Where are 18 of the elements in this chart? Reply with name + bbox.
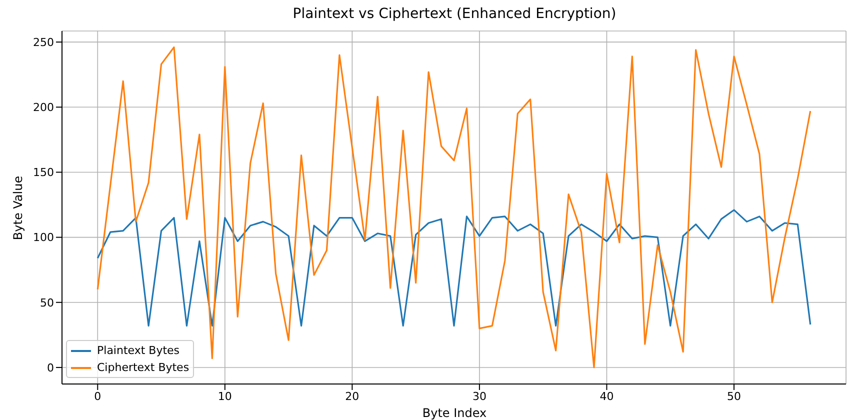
- legend-label: Plaintext Bytes: [97, 343, 180, 359]
- y-tick-label: 100: [33, 231, 54, 244]
- y-tick-label: 150: [33, 166, 54, 180]
- y-tick-label: 0: [47, 361, 54, 374]
- legend-label: Ciphertext Bytes: [97, 360, 190, 376]
- x-tick-label: 40: [600, 390, 614, 403]
- x-tick-label: 0: [94, 390, 102, 403]
- line-series: [96, 209, 812, 327]
- y-tick-label: 250: [33, 36, 54, 49]
- y-axis-title: Byte Value: [11, 175, 25, 240]
- y-tick-label: 50: [40, 296, 54, 310]
- x-tick-label: 10: [218, 390, 232, 403]
- chart-title: Plaintext vs Ciphertext (Enhanced Encryption): [292, 6, 618, 22]
- y-tick-label: 200: [33, 101, 54, 114]
- x-tick-label: 20: [345, 390, 360, 403]
- x-tick-label: 50: [727, 390, 741, 403]
- x-axis-title: Byte Index: [421, 406, 488, 420]
- x-tick-label: 30: [472, 390, 486, 403]
